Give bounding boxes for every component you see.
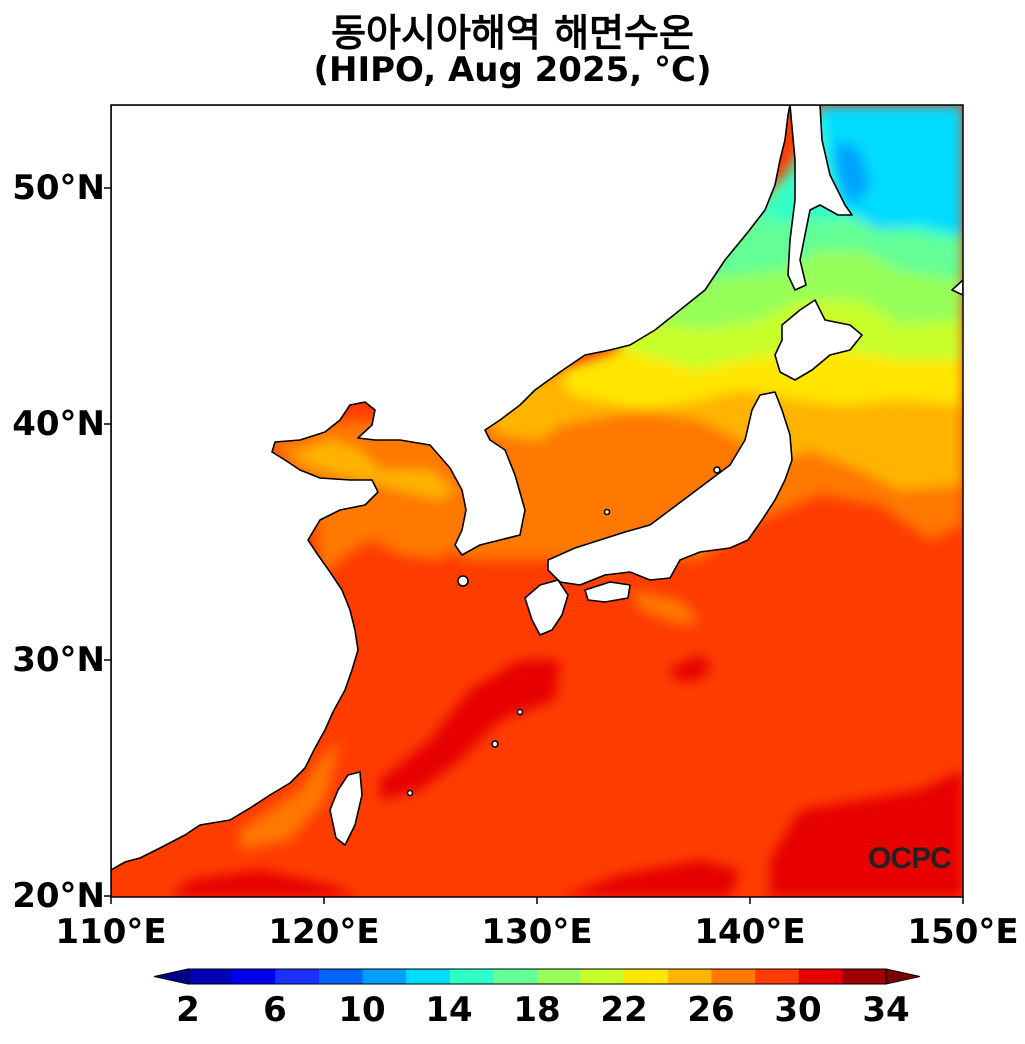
colorbar-extend-low bbox=[153, 968, 189, 985]
land-mainland bbox=[111, 105, 791, 897]
colorbar-swatch bbox=[537, 969, 582, 984]
colorbar-tick: 30 bbox=[774, 990, 822, 1030]
land-island bbox=[406, 789, 414, 797]
colorbar-swatch bbox=[275, 969, 320, 984]
colorbar-tick: 26 bbox=[687, 990, 735, 1030]
land-shikoku bbox=[584, 581, 631, 603]
sst-band-32-c bbox=[670, 655, 712, 680]
sst-band-32-d bbox=[170, 870, 360, 897]
lat-tick-20: 20°N bbox=[12, 876, 105, 916]
land-hokkaido bbox=[774, 299, 863, 381]
ocpc-watermark: OCPC bbox=[868, 842, 952, 875]
sst-band-26-bohai bbox=[290, 440, 455, 500]
land-island bbox=[713, 466, 721, 474]
axis-ticks bbox=[104, 187, 964, 904]
colorbar-swatch bbox=[449, 969, 494, 984]
land-jeju bbox=[457, 575, 469, 587]
colorbar-swatch bbox=[231, 969, 276, 984]
lon-tick-120: 120°E bbox=[268, 912, 380, 952]
map-subtitle: (HIPO, Aug 2025, °C) bbox=[313, 50, 712, 90]
colorbar-swatch bbox=[711, 969, 756, 984]
lat-tick-50: 50°N bbox=[12, 168, 105, 208]
colorbar-swatch bbox=[798, 969, 843, 984]
colorbar-tick: 14 bbox=[425, 990, 473, 1030]
land-island bbox=[516, 708, 524, 716]
land-kamchatka bbox=[951, 279, 963, 296]
colorbar-tick: 22 bbox=[600, 990, 648, 1030]
sst-band-28-south bbox=[630, 590, 700, 625]
sst-band-12 bbox=[835, 140, 870, 205]
colorbar-swatch bbox=[188, 969, 233, 984]
map-title: 동아시아해역 해면수온 bbox=[331, 11, 694, 55]
lon-tick-130: 130°E bbox=[481, 912, 593, 952]
colorbar-swatch bbox=[624, 969, 669, 984]
sst-band-32-b bbox=[770, 770, 963, 897]
colorbar-swatch bbox=[580, 969, 625, 984]
colorbar bbox=[153, 968, 921, 985]
sst-band-28-coast bbox=[240, 740, 340, 850]
colorbar-swatch bbox=[667, 969, 712, 984]
sst-band-32-a bbox=[380, 660, 560, 800]
land-kyushu bbox=[524, 579, 569, 636]
colorbar-tick: 2 bbox=[176, 990, 200, 1030]
colorbar-tick: 10 bbox=[338, 990, 386, 1030]
colorbar-swatch bbox=[406, 969, 451, 984]
land-sakhalin bbox=[787, 105, 853, 291]
land-island bbox=[603, 508, 611, 516]
lon-tick-110: 110°E bbox=[55, 912, 167, 952]
colorbar-frame bbox=[187, 968, 887, 985]
colorbar-swatch bbox=[362, 969, 407, 984]
lon-tick-140: 140°E bbox=[694, 912, 806, 952]
colorbar-swatch bbox=[842, 969, 887, 984]
lat-tick-40: 40°N bbox=[12, 404, 105, 444]
colorbar-extend-high bbox=[885, 968, 921, 985]
lon-tick-150: 150°E bbox=[907, 912, 1019, 952]
colorbar-swatch bbox=[493, 969, 538, 984]
colorbar-tick: 6 bbox=[263, 990, 287, 1030]
land-taiwan bbox=[329, 771, 363, 846]
colorbar-tick: 34 bbox=[862, 990, 910, 1030]
colorbar-tick: 18 bbox=[513, 990, 561, 1030]
colorbar-swatch bbox=[755, 969, 800, 984]
coastline bbox=[111, 105, 963, 897]
land-honshu bbox=[547, 391, 793, 586]
sst-band-32-e bbox=[560, 860, 740, 897]
lat-tick-30: 30°N bbox=[12, 640, 105, 680]
sst-field bbox=[111, 105, 963, 897]
land-island bbox=[491, 740, 499, 748]
colorbar-swatch bbox=[318, 969, 363, 984]
